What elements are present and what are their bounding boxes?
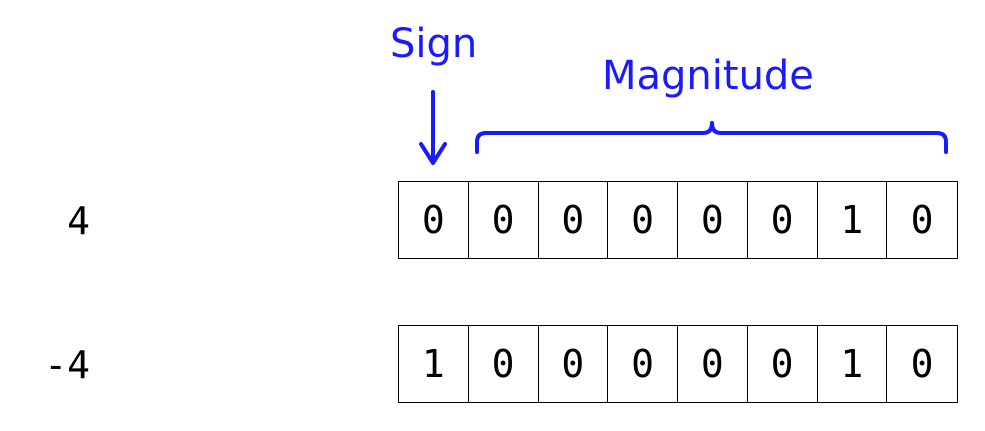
- bit-cell-sign: 1: [399, 326, 469, 402]
- bit-cell: 0: [469, 182, 539, 258]
- bit-row-positive: 0 0 0 0 0 0 1 0: [398, 181, 958, 259]
- bit-cell-sign: 0: [399, 182, 469, 258]
- bit-cell: 0: [608, 326, 678, 402]
- row-label-negative: -4: [44, 343, 90, 387]
- bit-cell: 0: [608, 182, 678, 258]
- bit-cell: 1: [818, 326, 888, 402]
- bit-cell: 1: [818, 182, 888, 258]
- bit-cell: 0: [910, 198, 934, 242]
- bit-cell: 0: [539, 326, 609, 402]
- bit-cell: 0: [748, 182, 818, 258]
- bit-cell: 0: [469, 326, 539, 402]
- magnitude-brace: [475, 121, 948, 154]
- sign-arrow: [419, 90, 447, 165]
- bit-cell: 0: [678, 326, 748, 402]
- bit-cell: 0: [539, 182, 609, 258]
- magnitude-label: Magnitude: [602, 53, 814, 99]
- bit-row-negative: 1 0 0 0 0 0 1 0: [398, 325, 958, 403]
- sign-arrow-head: [419, 142, 447, 165]
- sign-label: Sign: [390, 21, 478, 67]
- bit-cell: 0: [910, 342, 934, 386]
- bit-cell: 0: [748, 326, 818, 402]
- row-label-positive: 4: [67, 199, 90, 243]
- bit-cell: 0: [678, 182, 748, 258]
